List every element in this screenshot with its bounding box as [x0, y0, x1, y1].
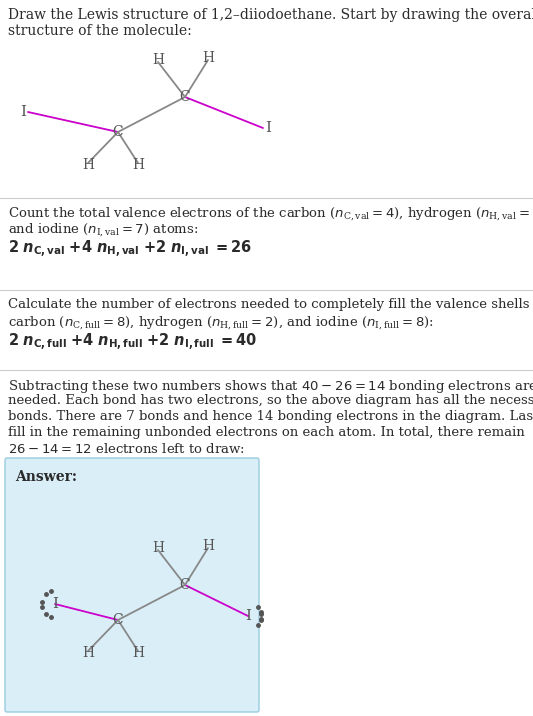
Text: H: H: [202, 539, 214, 553]
Text: $26 - 14 = 12$ electrons left to draw:: $26 - 14 = 12$ electrons left to draw:: [8, 442, 245, 456]
Text: $\bf{2}$ $\bfit{n}_{\mathregular{\bf{C,full}}}$ $\bf{+ 4}$ $\bfit{n}_{\mathregul: $\bf{2}$ $\bfit{n}_{\mathregular{\bf{C,f…: [8, 332, 257, 353]
Text: H: H: [152, 53, 164, 67]
Text: Draw the Lewis structure of 1,2–diiodoethane. Start by drawing the overall: Draw the Lewis structure of 1,2–diiodoet…: [8, 8, 533, 22]
FancyBboxPatch shape: [5, 458, 259, 712]
Text: fill in the remaining unbonded electrons on each atom. In total, there remain: fill in the remaining unbonded electrons…: [8, 426, 525, 439]
Text: C: C: [112, 613, 123, 627]
Text: I: I: [245, 609, 251, 623]
Text: $\bf{2}$ $\bfit{n}_{\mathregular{\bf{C,val}}}$ $\bf{+ 4}$ $\bfit{n}_{\mathregula: $\bf{2}$ $\bfit{n}_{\mathregular{\bf{C,v…: [8, 239, 252, 261]
Text: H: H: [82, 158, 94, 172]
Text: Calculate the number of electrons needed to completely fill the valence shells f: Calculate the number of electrons needed…: [8, 298, 533, 311]
Text: H: H: [152, 541, 164, 555]
Text: and iodine ($n_{\mathregular{I,val}} = 7$) atoms:: and iodine ($n_{\mathregular{I,val}} = 7…: [8, 221, 198, 238]
Text: I: I: [265, 121, 271, 135]
Text: carbon ($n_{\mathregular{C,full}} = 8$), hydrogen ($n_{\mathregular{H,full}} = 2: carbon ($n_{\mathregular{C,full}} = 8$),…: [8, 314, 434, 331]
Text: C: C: [180, 578, 190, 592]
Text: H: H: [202, 51, 214, 65]
Text: structure of the molecule:: structure of the molecule:: [8, 24, 192, 38]
Text: I: I: [52, 597, 58, 611]
Text: I: I: [20, 105, 26, 119]
Text: needed. Each bond has two electrons, so the above diagram has all the necessary: needed. Each bond has two electrons, so …: [8, 394, 533, 407]
Text: H: H: [132, 646, 144, 660]
Text: C: C: [180, 90, 190, 104]
Text: Answer:: Answer:: [15, 470, 77, 484]
Text: H: H: [132, 158, 144, 172]
Text: bonds. There are 7 bonds and hence 14 bonding electrons in the diagram. Lastly,: bonds. There are 7 bonds and hence 14 bo…: [8, 410, 533, 423]
Text: H: H: [82, 646, 94, 660]
Text: Count the total valence electrons of the carbon ($n_{\mathregular{C,val}} = 4$),: Count the total valence electrons of the…: [8, 205, 533, 222]
Text: C: C: [112, 125, 123, 139]
Text: Subtracting these two numbers shows that $40 - 26 = 14$ bonding electrons are: Subtracting these two numbers shows that…: [8, 378, 533, 395]
